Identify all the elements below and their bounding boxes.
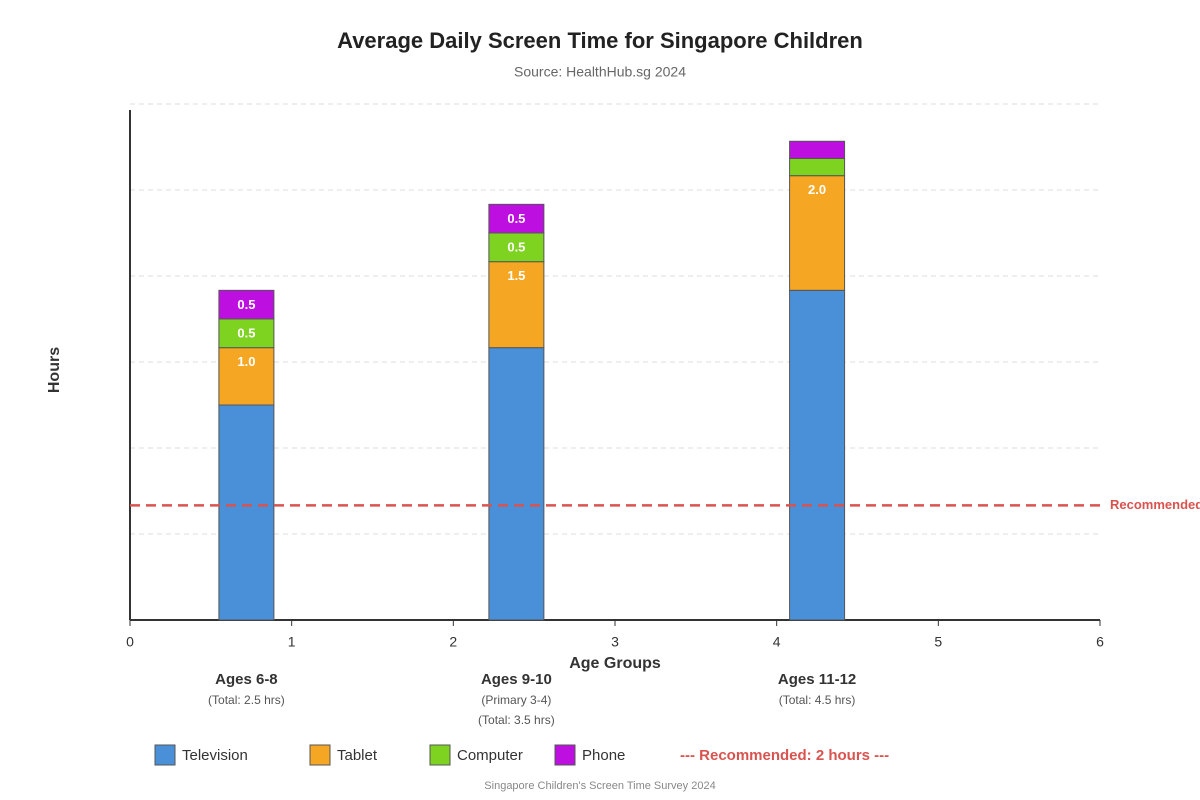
bar-segment [488, 261, 545, 349]
data-label: 2.0 [808, 182, 826, 197]
legend-label: Phone [582, 747, 625, 764]
category-note: (Primary 3-4) [481, 693, 551, 707]
x-tick-label: 2 [449, 634, 457, 650]
legend-label: Television [182, 747, 248, 764]
legend-swatch [554, 744, 576, 766]
bar-segment [218, 289, 275, 320]
bar-segment [488, 203, 545, 234]
data-label: 1.0 [237, 354, 255, 369]
bar-segment [789, 289, 846, 621]
bar-segment [488, 347, 545, 621]
x-tick-label: 0 [126, 634, 134, 650]
category-label: Ages 9-10 [481, 671, 552, 688]
category-label: Ages 11-12 [778, 671, 856, 688]
category-label: Ages 6-8 [215, 671, 278, 688]
legend-swatch [429, 744, 451, 766]
reference-label: Recommended [1110, 497, 1200, 512]
footer: Singapore Children's Screen Time Survey … [484, 780, 715, 792]
legend-label: Tablet [337, 747, 378, 764]
category-note: (Total: 3.5 hrs) [478, 713, 555, 727]
x-axis-label: Age Groups [569, 655, 661, 672]
x-tick-label: 6 [1096, 634, 1104, 650]
category-note: (Total: 2.5 hrs) [208, 693, 285, 707]
x-tick-label: 4 [773, 634, 781, 650]
x-tick-label: 1 [288, 634, 296, 650]
data-label: 0.5 [507, 211, 525, 226]
legend-swatch [309, 744, 331, 766]
data-label: 0.5 [237, 325, 255, 340]
legend-swatch [154, 744, 176, 766]
legend-label: Computer [457, 747, 523, 764]
chart-subtitle: Source: HealthHub.sg 2024 [514, 64, 686, 80]
bar-segment [218, 318, 275, 349]
data-label: 1.5 [507, 268, 525, 283]
x-tick-label: 3 [611, 634, 619, 650]
data-label: 0.5 [237, 297, 255, 312]
category-note: (Total: 4.5 hrs) [779, 693, 856, 707]
x-tick-label: 5 [934, 634, 942, 650]
data-label: 0.5 [507, 239, 525, 254]
bar-segment [218, 347, 275, 406]
y-axis-label: Hours [46, 347, 63, 393]
bar-segment [218, 404, 275, 621]
legend-note: --- Recommended: 2 hours --- [680, 747, 889, 764]
chart-title: Average Daily Screen Time for Singapore … [337, 28, 863, 53]
bar-segment [789, 157, 846, 177]
bar-segment [789, 140, 846, 159]
